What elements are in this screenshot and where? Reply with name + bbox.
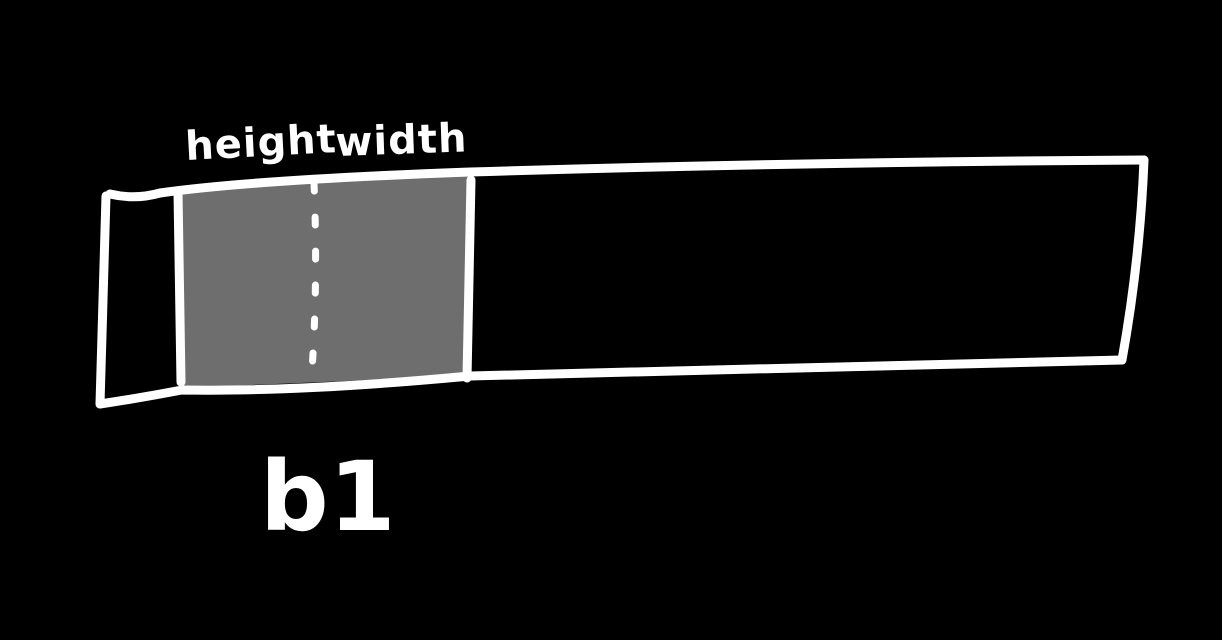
width-label: width	[335, 115, 468, 166]
height-label: height	[184, 116, 338, 170]
outer-box-left-edge	[95, 191, 111, 409]
highlight-right-divider	[462, 175, 476, 383]
outer-box-bottom-edge	[95, 355, 1127, 409]
outer-box	[95, 155, 1149, 409]
outer-box-right-edge	[1117, 155, 1149, 365]
shape-name-label: b1	[260, 441, 396, 553]
highlight-left-divider	[173, 187, 186, 387]
highlight-region	[181, 176, 468, 388]
outer-box-top-edge	[105, 155, 1149, 202]
